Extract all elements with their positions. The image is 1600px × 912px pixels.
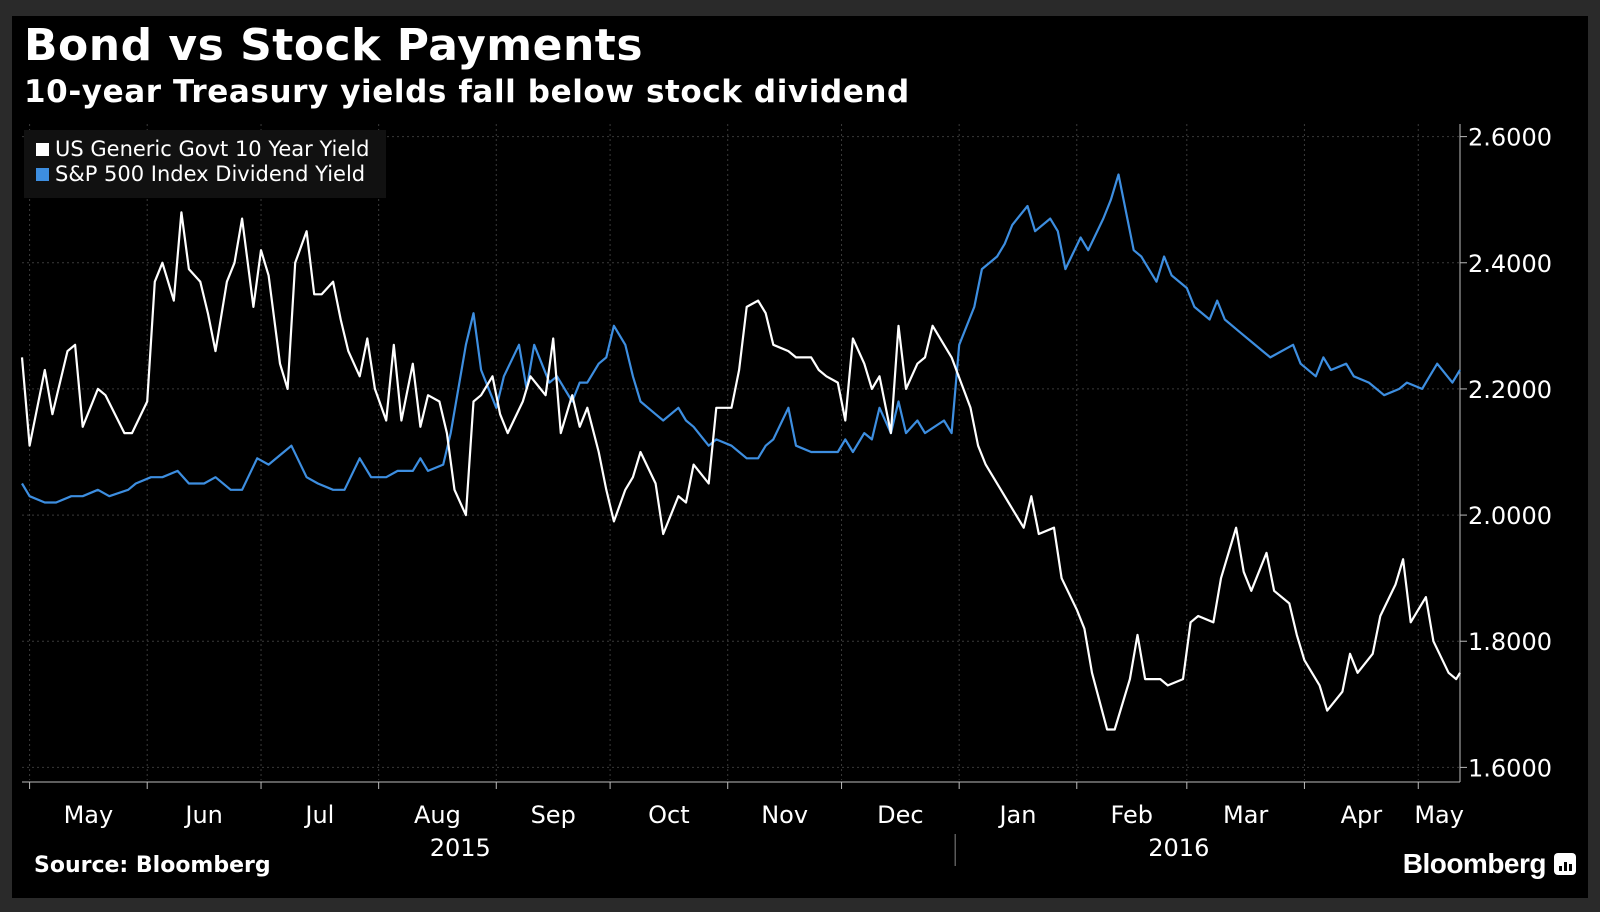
x-tick-label: May bbox=[1414, 801, 1464, 829]
y-tick-label: 1.6000 bbox=[1468, 754, 1552, 782]
x-tick-label: Aug bbox=[414, 801, 461, 829]
chart-title: Bond vs Stock Payments bbox=[24, 20, 644, 71]
x-tick-label: Jun bbox=[183, 801, 223, 829]
x-tick-label: Jan bbox=[997, 801, 1036, 829]
chart-panel: Bond vs Stock Payments 10-year Treasury … bbox=[12, 16, 1588, 898]
y-tick-label: 2.2000 bbox=[1468, 376, 1552, 404]
source-note: Source: Bloomberg bbox=[34, 853, 271, 878]
x-tick-label: Nov bbox=[761, 801, 808, 829]
x-tick-label: Feb bbox=[1111, 801, 1154, 829]
x-tick-label: Oct bbox=[648, 801, 690, 829]
legend-swatch bbox=[36, 143, 49, 156]
series-line-treasury-yield bbox=[20, 211, 1461, 731]
brand-logo: Bloomberg bbox=[1403, 848, 1576, 880]
brand-name: Bloomberg bbox=[1402, 848, 1547, 879]
series-line-dividend-yield bbox=[21, 173, 1461, 504]
chart-subtitle: 10-year Treasury yields fall below stock… bbox=[24, 74, 910, 110]
y-tick-label: 2.6000 bbox=[1468, 124, 1552, 152]
chart-plot: May Jun Jul Aug Sep Oct Nov Dec Jan Feb Mar Apr May 2… bbox=[20, 124, 1552, 866]
x-tick-label: Mar bbox=[1223, 801, 1268, 829]
y-tick-label: 2.4000 bbox=[1468, 250, 1552, 278]
y-tick-label: 1.8000 bbox=[1468, 628, 1552, 656]
x-tick-label: Dec bbox=[877, 801, 923, 829]
x-tick-label: May bbox=[64, 801, 114, 829]
legend-swatch bbox=[36, 168, 49, 181]
y-tick-label: 2.0000 bbox=[1468, 502, 1552, 530]
legend-label: US Generic Govt 10 Year Yield bbox=[55, 137, 369, 161]
year-label: 2015 bbox=[430, 834, 491, 862]
legend-box bbox=[24, 130, 386, 198]
x-tick-label: Apr bbox=[1341, 801, 1383, 829]
x-tick-label: Jul bbox=[303, 801, 334, 829]
bar-chart-icon bbox=[1554, 853, 1576, 875]
year-label: 2016 bbox=[1148, 834, 1209, 862]
legend-label: S&P 500 Index Dividend Yield bbox=[55, 162, 365, 186]
x-tick-label: Sep bbox=[531, 801, 576, 829]
